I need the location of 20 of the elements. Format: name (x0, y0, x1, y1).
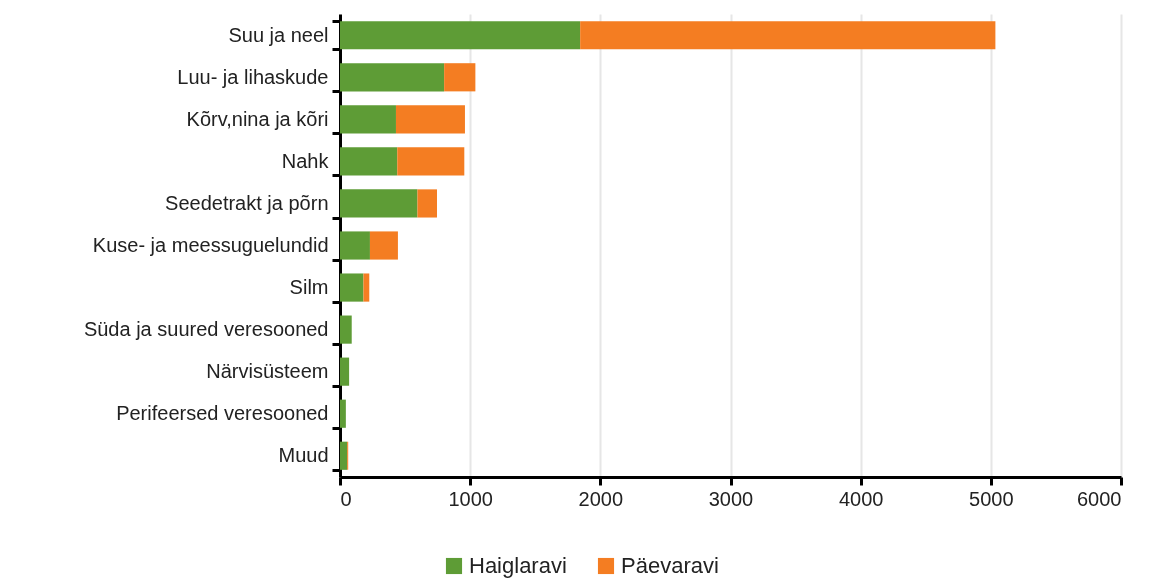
y-tick-label: Silm (289, 276, 329, 299)
x-tick-label: 6000 (1077, 487, 1122, 510)
y-tick-label: Nahk (281, 149, 330, 172)
y-tick-label: Suu ja neel (228, 23, 329, 46)
y-tick-label: Süda ja suured veresooned (83, 318, 329, 341)
x-tick-label: 1000 (448, 487, 493, 510)
y-tick-label: Kõrv,nina ja kõri (186, 107, 329, 130)
y-tick-label: Seedetrakt ja põrn (165, 191, 329, 214)
x-tick-label: 0 (340, 487, 352, 510)
x-tick-label: 3000 (708, 487, 754, 510)
x-tick-label: 2000 (578, 487, 624, 510)
legend-label: Päevaravi (621, 553, 719, 578)
x-tick-label: 4000 (838, 487, 884, 510)
x-tick-label: 5000 (969, 487, 1014, 510)
legend-label: Haiglaravi (469, 553, 567, 578)
y-tick-label: Närvisüsteem (206, 360, 329, 383)
y-tick-label: Muud (278, 444, 329, 467)
y-tick-label: Luu- ja lihaskude (177, 65, 329, 88)
y-tick-label: Kuse- ja meessuguelundid (92, 234, 329, 256)
y-tick-label: Perifeersed veresooned (116, 402, 329, 425)
